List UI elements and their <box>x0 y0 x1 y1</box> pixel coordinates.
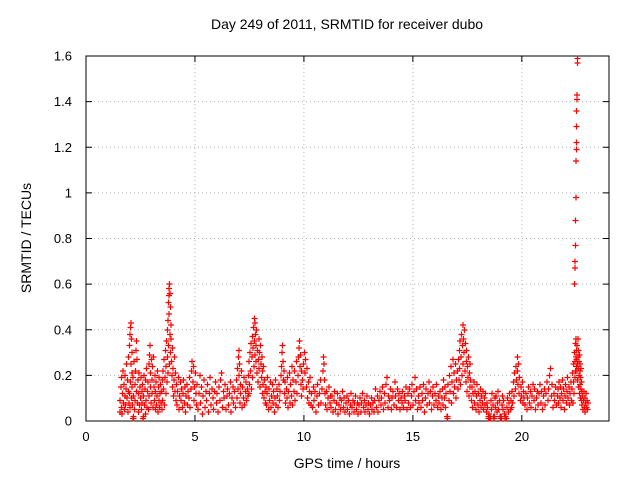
y-tick-label: 0.8 <box>54 231 72 246</box>
y-tick-label: 1.2 <box>54 140 72 155</box>
y-axis-label: SRMTID / TECUs <box>18 183 34 293</box>
y-tick-label: 0.6 <box>54 277 72 292</box>
x-tick-label: 20 <box>515 429 529 444</box>
axis-ticks <box>85 55 609 422</box>
y-tick-label: 1 <box>65 185 72 200</box>
y-tick-label: 1.6 <box>54 49 72 64</box>
axis-tick-labels: 0 5 10 15 20 0 0.2 0.4 0.6 0.8 1 1.2 1.4 1.6 <box>54 49 529 445</box>
x-tick-label: 15 <box>406 429 420 444</box>
y-tick-label: 0.2 <box>54 368 72 383</box>
x-tick-label: 5 <box>191 429 198 444</box>
y-tick-label: 0.4 <box>54 322 72 337</box>
y-tick-label: 0 <box>65 414 72 429</box>
x-axis-label: GPS time / hours <box>294 455 401 471</box>
x-tick-label: 0 <box>82 429 89 444</box>
chart-title: Day 249 of 2011, SRMTID for receiver dub… <box>211 16 483 32</box>
x-tick-label: 10 <box>297 429 311 444</box>
data-points <box>117 55 591 422</box>
y-tick-label: 1.4 <box>54 94 72 109</box>
